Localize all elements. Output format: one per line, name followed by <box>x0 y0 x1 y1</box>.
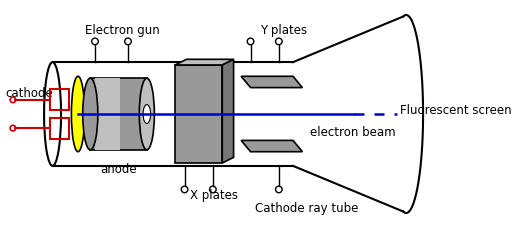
Polygon shape <box>222 60 234 163</box>
Ellipse shape <box>83 79 98 150</box>
Text: Fluorescent screen: Fluorescent screen <box>400 104 512 117</box>
Text: cathode: cathode <box>6 86 53 99</box>
Ellipse shape <box>143 105 151 124</box>
Polygon shape <box>241 141 303 152</box>
Bar <box>50 118 69 139</box>
Bar <box>90 79 147 150</box>
Text: X plates: X plates <box>190 188 238 201</box>
Text: anode: anode <box>101 162 137 175</box>
Text: Electron gun: Electron gun <box>86 24 160 37</box>
Polygon shape <box>175 60 234 66</box>
Text: Cathode ray tube: Cathode ray tube <box>255 201 359 214</box>
Ellipse shape <box>71 77 85 152</box>
Bar <box>50 90 69 111</box>
Text: Y plates: Y plates <box>260 24 307 37</box>
Polygon shape <box>241 77 303 88</box>
Bar <box>95 79 121 150</box>
Text: electron beam: electron beam <box>310 125 396 138</box>
Bar <box>175 66 222 163</box>
Ellipse shape <box>139 79 154 150</box>
